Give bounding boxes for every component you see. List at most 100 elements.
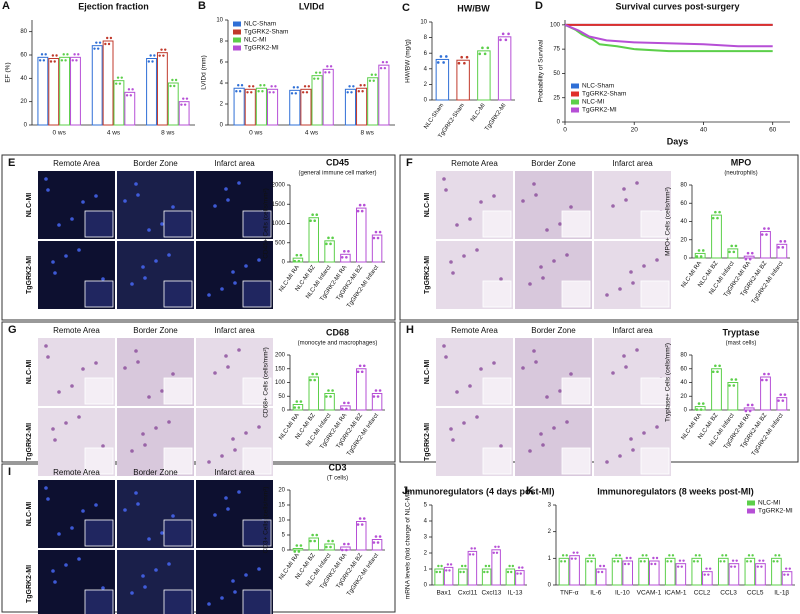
dot (151, 60, 154, 63)
dot (378, 230, 382, 234)
cell (642, 431, 646, 435)
bar (558, 557, 570, 586)
dot (760, 378, 764, 382)
y-tick-label: 500 (275, 240, 286, 246)
dot (73, 53, 76, 56)
dot (257, 90, 260, 93)
dot (313, 539, 317, 543)
cell (521, 366, 525, 370)
cell (244, 431, 248, 435)
dot (362, 364, 366, 368)
y-tick-label: 100 (275, 380, 286, 386)
dot (765, 378, 768, 382)
y-tick-label: 0 (424, 98, 428, 104)
y-tick-label: 60 (680, 366, 687, 372)
row-label: TgGRK2-MI (26, 565, 33, 603)
y-axis-label: mRNA levels (fold change of NLC-MI) (405, 491, 412, 599)
cell (94, 194, 98, 198)
chart-title: Tryptase (722, 327, 759, 337)
bar (458, 568, 468, 586)
dot (728, 250, 731, 254)
bar (434, 568, 444, 586)
dot (602, 564, 606, 568)
cell (479, 200, 483, 204)
cell (545, 395, 549, 399)
x-tick-label: IL-1β (774, 590, 789, 597)
bar (727, 248, 739, 259)
panel-label: E (8, 157, 15, 169)
x-tick-label: IL-6 (590, 590, 602, 597)
cell (160, 389, 164, 393)
cell (618, 287, 622, 291)
dot (654, 562, 657, 566)
dot (440, 564, 443, 568)
cell (475, 415, 479, 419)
dot (129, 94, 132, 97)
bar (776, 243, 788, 259)
cell (233, 448, 237, 452)
dot (327, 236, 330, 240)
chart-title: CD68 (326, 327, 349, 337)
bar (728, 563, 740, 586)
cell (569, 372, 573, 376)
bar (481, 568, 492, 586)
inset (163, 280, 193, 308)
dot (325, 395, 328, 398)
chart-subtitle: (mast cells) (726, 341, 757, 347)
x-tick-label: 4 ws (107, 130, 121, 137)
inset (242, 519, 272, 547)
dot (486, 570, 489, 574)
bar (371, 234, 383, 263)
cell (136, 360, 140, 364)
bar (344, 88, 357, 126)
y-tick-label: 2 (424, 82, 428, 88)
dot (460, 55, 463, 59)
cell (77, 248, 81, 252)
dot (719, 560, 722, 563)
cell (539, 432, 543, 436)
cell (77, 557, 81, 561)
cell (492, 361, 496, 365)
cell (655, 425, 659, 429)
y-axis-label: CD45+ Cells (cells/mm²) (263, 188, 270, 259)
dot (781, 246, 785, 249)
dot (699, 255, 703, 258)
dot (457, 61, 461, 65)
legend-swatch (747, 500, 755, 506)
dot (96, 47, 100, 50)
dot (296, 86, 299, 89)
y-tick-label: 4 (220, 81, 224, 87)
cell (220, 287, 224, 291)
x-tick-label: Cxcl11 (458, 590, 478, 597)
cell (231, 270, 235, 274)
panel-label: A (2, 0, 10, 12)
cell (631, 448, 635, 452)
cell (44, 177, 48, 181)
bar (255, 87, 267, 126)
x-tick-label: 8 ws (161, 130, 175, 137)
cell (552, 426, 556, 430)
dot (668, 554, 671, 557)
cell (141, 265, 145, 269)
cell (207, 460, 211, 464)
bar (664, 557, 676, 586)
dot (350, 91, 353, 94)
dot (701, 249, 705, 252)
dot (263, 84, 266, 87)
dot (358, 517, 362, 520)
y-tick-label: 20 (680, 237, 687, 243)
dot (329, 545, 332, 549)
inset (163, 377, 193, 405)
cell (444, 188, 448, 192)
inset (640, 377, 670, 405)
cell (492, 194, 496, 198)
dot (724, 554, 728, 557)
cell (44, 486, 48, 490)
dot (643, 560, 646, 563)
cell (167, 253, 171, 257)
dot (331, 389, 334, 392)
cell (532, 349, 536, 353)
cell (136, 502, 140, 506)
bar (755, 563, 766, 586)
cell (143, 443, 147, 447)
